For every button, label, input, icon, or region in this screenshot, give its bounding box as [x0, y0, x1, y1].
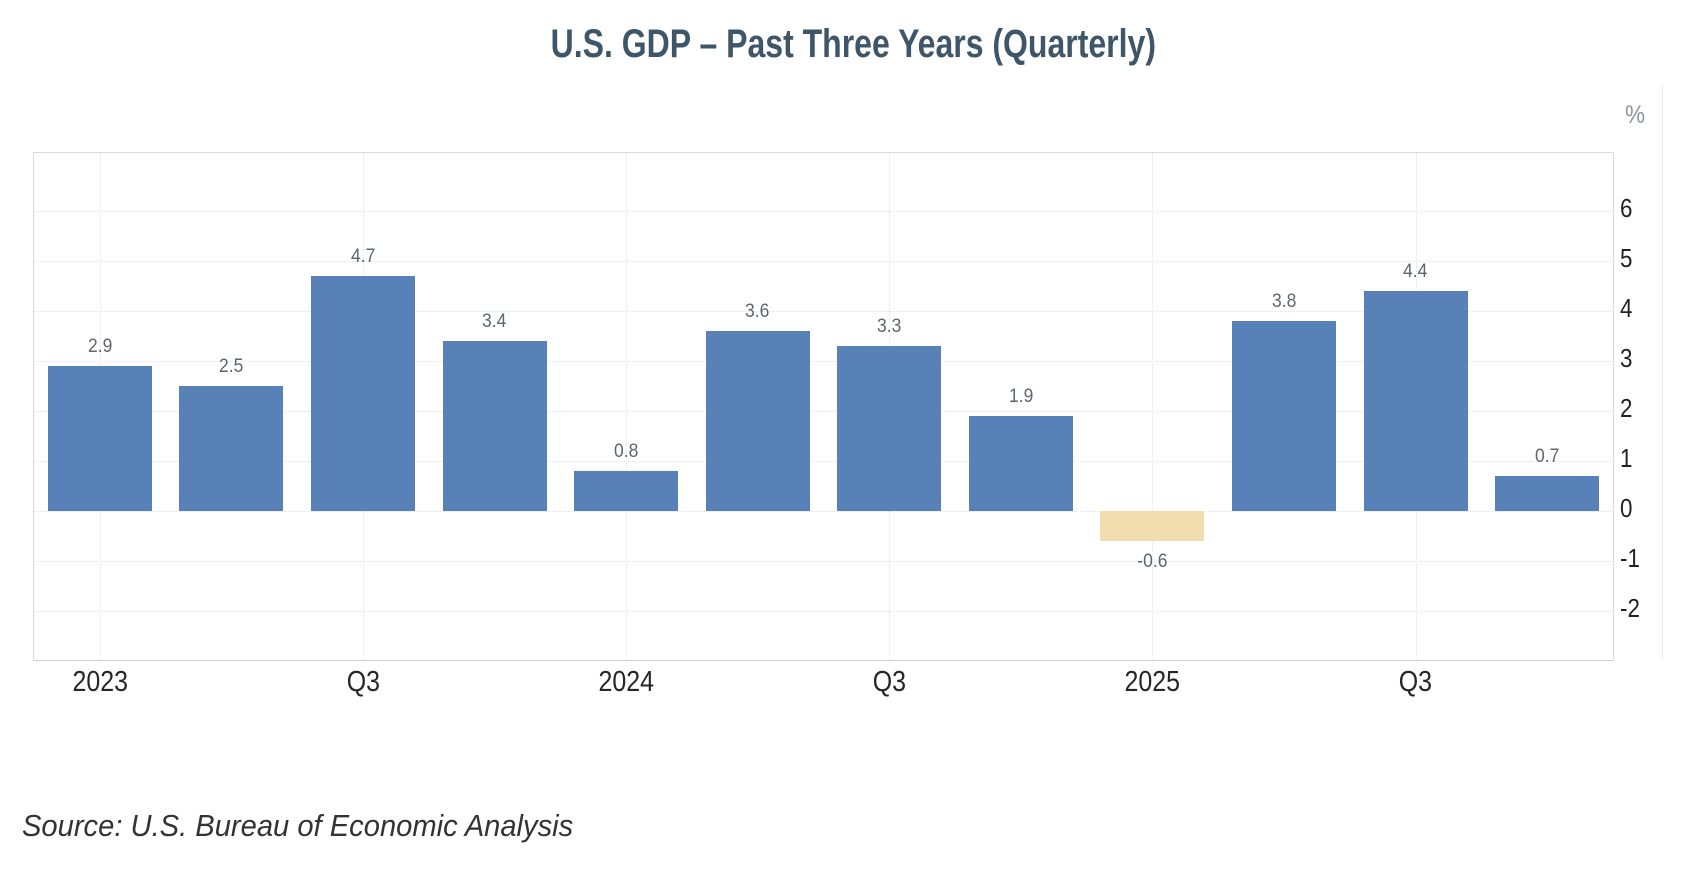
bar-2024-q4[interactable]: [968, 416, 1073, 511]
source-attribution-text: Source: U.S. Bureau of Economic Analysis: [22, 808, 574, 843]
x-axis-tick-q3: Q3: [1346, 666, 1486, 699]
x-axis-tick-text: Q3: [346, 666, 380, 698]
bar-2023-q2[interactable]: [179, 386, 284, 511]
y-axis-tick-text: 2: [1620, 393, 1633, 423]
bar-2023-q4[interactable]: [442, 341, 547, 511]
bar-2024-q1[interactable]: [574, 471, 679, 511]
x-axis-tick-text: 2023: [72, 666, 128, 698]
bar-value-text: -0.6: [1137, 551, 1168, 572]
bar-value-label-2025-q2: 3.8: [1229, 291, 1339, 313]
bar-value-label-2025-q1: -0.6: [1097, 551, 1207, 573]
x-axis-tick-2024: 2024: [556, 666, 696, 699]
y-axis-tick-4: 4: [1620, 293, 1672, 323]
x-axis-tick-q3: Q3: [819, 666, 959, 699]
y-axis-tick--2: -2: [1620, 593, 1672, 623]
y-axis-tick-2: 2: [1620, 393, 1672, 423]
gridline-x-2025: [1152, 153, 1154, 660]
bar-value-label-2023-q1: 2.9: [45, 336, 155, 358]
bar-2025-q1[interactable]: [1100, 511, 1205, 541]
bar-value-label-2024-q1: 0.8: [571, 441, 681, 463]
gridline-y-3: [34, 361, 1613, 362]
bar-value-text: 0.8: [613, 441, 639, 462]
chart-title-text: U.S. GDP – Past Three Years (Quarterly): [550, 22, 1156, 66]
gridline-x-2024: [626, 153, 628, 660]
gridline-y-6: [34, 211, 1613, 212]
bar-value-text: 2.9: [87, 336, 112, 357]
bar-value-label-2024-q4: 1.9: [966, 386, 1076, 408]
bar-2023-q1[interactable]: [47, 366, 152, 511]
bar-value-text: 3.8: [1271, 291, 1297, 312]
y-axis-tick-text: 3: [1620, 343, 1633, 373]
x-axis-tick-text: Q3: [1398, 666, 1433, 698]
bar-value-label-2024-q3: 3.3: [834, 316, 944, 338]
y-axis-tick--1: -1: [1620, 543, 1672, 573]
y-axis-tick-6: 6: [1620, 193, 1672, 223]
bar-2023-q3[interactable]: [310, 276, 415, 511]
bar-2025-q2[interactable]: [1232, 321, 1337, 511]
y-axis-tick-text: 5: [1620, 243, 1633, 273]
x-axis-tick-text: 2024: [598, 666, 654, 698]
gridline-y-2: [34, 411, 1613, 412]
bar-value-text: 3.4: [482, 311, 507, 332]
bar-2024-q2[interactable]: [705, 331, 810, 511]
x-axis-tick-2023: 2023: [30, 666, 170, 699]
y-axis-tick-text: -1: [1620, 543, 1640, 573]
gridline-y-1: [34, 461, 1613, 462]
x-axis-tick-text: Q3: [872, 666, 906, 698]
y-axis-unit-label: %: [1624, 101, 1645, 129]
gridline-y--2: [34, 611, 1613, 612]
y-axis-tick-text: -2: [1620, 593, 1640, 623]
bar-value-text: 4.7: [350, 246, 376, 267]
gridline-y-0: [34, 511, 1613, 512]
y-axis-tick-3: 3: [1620, 343, 1672, 373]
y-axis-tick-0: 0: [1620, 493, 1672, 523]
bar-2025-q4[interactable]: [1495, 476, 1600, 511]
y-axis-tick-1: 1: [1620, 443, 1672, 473]
bar-2025-q3[interactable]: [1363, 291, 1468, 511]
y-axis-tick-5: 5: [1620, 243, 1672, 273]
x-axis-tick-text: 2025: [1124, 666, 1181, 698]
gridline-y-5: [34, 261, 1613, 262]
bar-value-label-2024-q2: 3.6: [703, 301, 813, 323]
x-axis-tick-q3: Q3: [293, 666, 433, 699]
bar-value-text: 3.3: [877, 316, 902, 337]
y-axis-tick-text: 1: [1620, 443, 1633, 473]
gridline-y-4: [34, 311, 1613, 312]
chart-right-edge-line: [1662, 86, 1663, 660]
gridline-y--1: [34, 561, 1613, 562]
x-axis-tick-2025: 2025: [1082, 666, 1222, 699]
bar-value-text: 2.5: [219, 356, 244, 377]
bar-value-text: 3.6: [745, 301, 770, 322]
source-attribution: Source: U.S. Bureau of Economic Analysis: [22, 808, 608, 844]
bar-value-text: 1.9: [1008, 386, 1034, 407]
y-axis-tick-text: 4: [1620, 293, 1633, 323]
y-axis-tick-text: 0: [1620, 493, 1633, 523]
bar-value-label-2023-q2: 2.5: [176, 356, 286, 378]
y-axis-tick-text: 6: [1620, 193, 1633, 223]
plot-area: 2023 Q3 2024 Q3 2025 Q3 2.9 2.5 4.7 3.4 0.8 3.6 3.3 1…: [33, 152, 1614, 698]
bar-value-label-2023-q3: 4.7: [308, 246, 418, 268]
bar-value-text: 4.4: [1403, 261, 1428, 282]
bar-value-label-2025-q4: 0.7: [1492, 446, 1602, 468]
bar-value-label-2025-q3: 4.4: [1361, 261, 1471, 283]
bar-2024-q3[interactable]: [837, 346, 942, 511]
bar-value-label-2023-q4: 3.4: [440, 311, 550, 333]
chart-title: U.S. GDP – Past Three Years (Quarterly): [0, 22, 1706, 67]
bar-value-text: 0.7: [1535, 446, 1560, 467]
